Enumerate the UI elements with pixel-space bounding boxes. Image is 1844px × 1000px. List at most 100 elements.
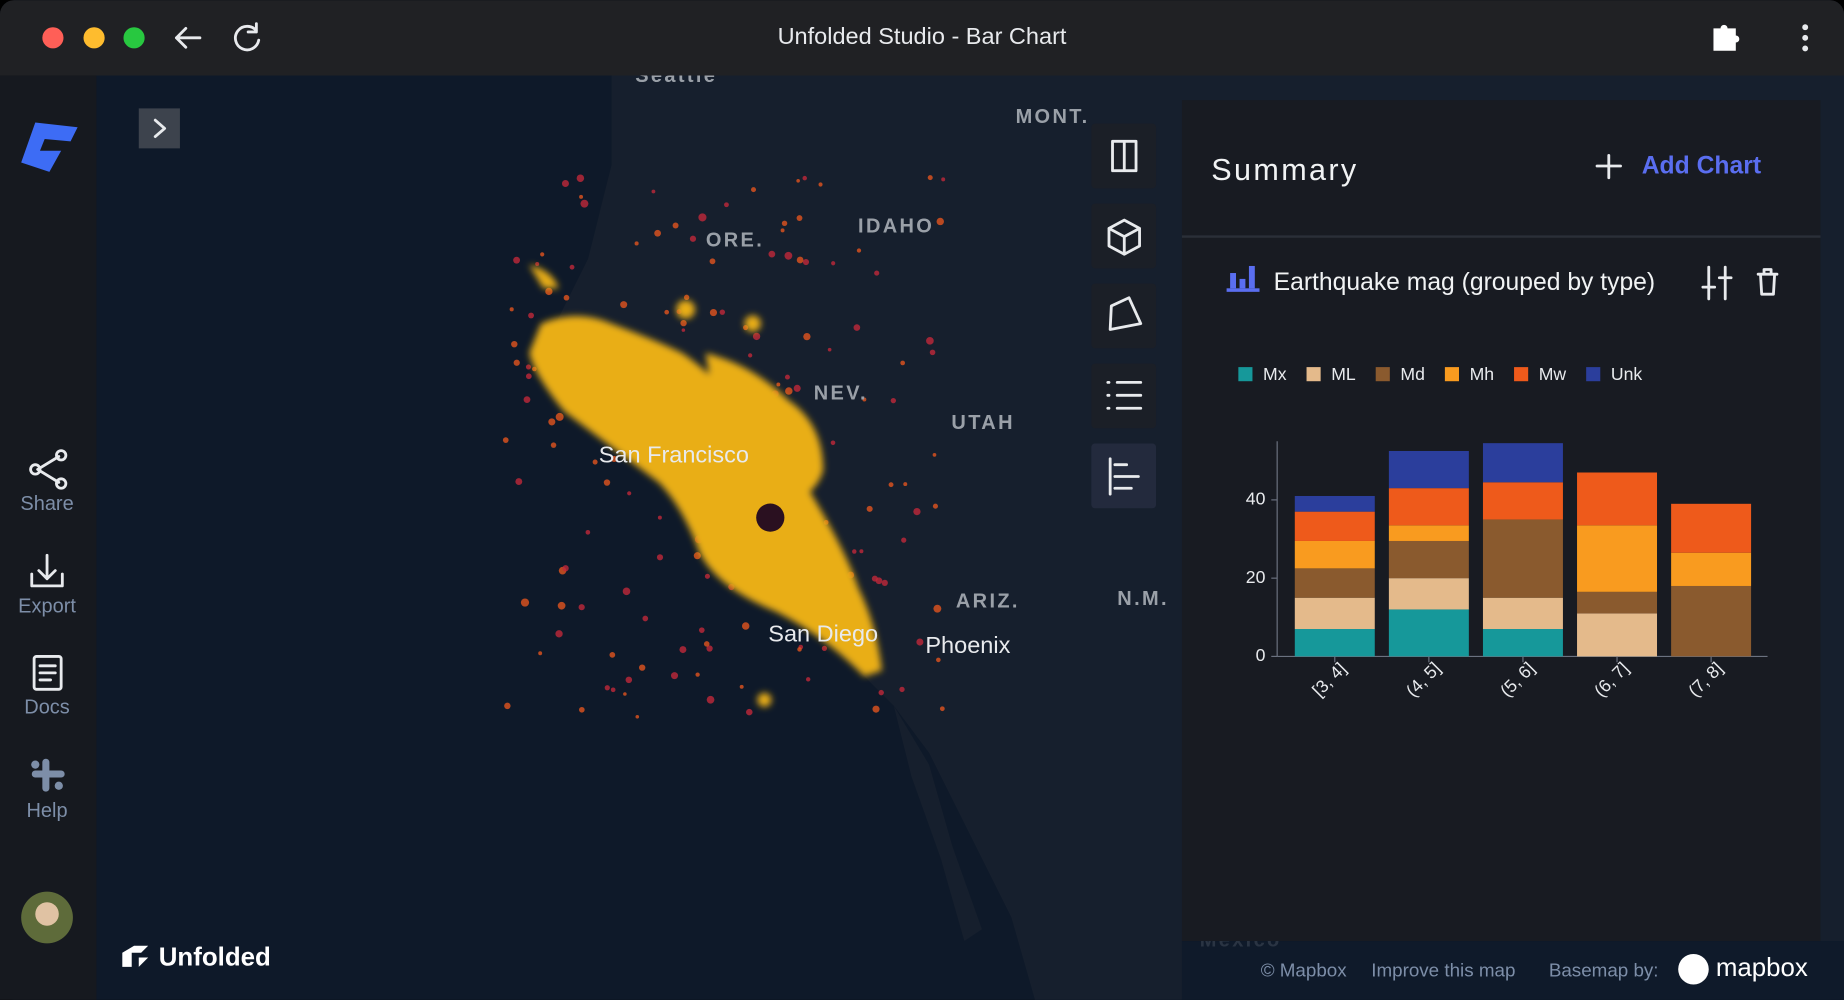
heatmap-dot <box>875 577 883 585</box>
heatmap-dot <box>901 537 907 543</box>
legend-label: Mw <box>1539 364 1567 384</box>
heatmap-dot <box>900 360 906 366</box>
heatmap-dot <box>936 217 944 226</box>
help-label: Help <box>26 800 67 822</box>
heatmap-dot <box>525 364 532 370</box>
heatmap-dot <box>672 222 679 229</box>
legend-swatch <box>1444 367 1459 382</box>
heatmap-dot <box>670 672 679 680</box>
minimize-button[interactable] <box>83 27 105 49</box>
map-toolbar <box>1091 123 1157 509</box>
docs-button[interactable]: Docs <box>24 654 70 718</box>
heatmap-dot <box>555 412 564 421</box>
polygon-icon <box>1108 296 1143 331</box>
heatmap-dot <box>793 384 801 392</box>
heatmap-dot <box>509 307 514 312</box>
heatmap-dot <box>796 178 800 183</box>
heatmap-dot <box>803 332 811 341</box>
heatmap-dot <box>550 442 557 448</box>
share-label: Share <box>20 493 73 515</box>
heatmap-dot <box>689 235 697 242</box>
heatmap-dot <box>513 359 520 366</box>
bar-segment <box>1577 472 1658 526</box>
chart-delete-button[interactable] <box>1756 268 1779 296</box>
legend-label: Mh <box>1470 364 1494 384</box>
heatmap-dot <box>604 685 610 691</box>
heatmap-dot <box>580 199 589 208</box>
heatmap-dot <box>557 601 566 610</box>
heatmap-dot <box>853 324 861 331</box>
heatmap-dot <box>830 440 836 446</box>
heatmap-dot <box>609 652 616 658</box>
heatmap-dot <box>579 194 584 199</box>
app-logo[interactable] <box>21 122 78 172</box>
mapbox-name[interactable]: mapbox <box>1716 954 1808 982</box>
legend-swatch <box>1514 367 1529 382</box>
heatmap-dot <box>520 598 530 607</box>
region-label: MONT. <box>1016 106 1090 128</box>
heatmap-dot <box>703 641 710 647</box>
city-label: San Francisco <box>599 442 749 468</box>
chart-settings-button[interactable] <box>1701 265 1733 301</box>
bar-segment <box>1577 613 1658 657</box>
add-chart-button[interactable]: Add Chart <box>1595 153 1761 180</box>
heatmap-dot <box>932 503 938 509</box>
heatmap-dot <box>796 215 803 221</box>
bar-segment <box>1577 591 1658 614</box>
extensions-button[interactable] <box>1713 24 1740 51</box>
heatmap-dot <box>680 319 687 327</box>
zoom-button[interactable] <box>123 27 145 49</box>
legend-label: ML <box>1331 364 1356 384</box>
heatmap-dot <box>859 549 864 554</box>
reload-button[interactable] <box>234 22 261 52</box>
heatmap-blob <box>529 264 559 289</box>
heatmap-dot <box>805 677 811 682</box>
sidebar <box>0 75 97 1000</box>
heatmap-dot <box>739 684 744 689</box>
help-button[interactable]: Help <box>26 758 68 822</box>
cube-icon <box>1107 218 1141 256</box>
export-button[interactable]: Export <box>18 553 76 617</box>
heatmap-dot <box>709 308 718 317</box>
back-button[interactable] <box>174 27 202 49</box>
bar-segment <box>1294 597 1375 630</box>
heatmap-dot <box>523 396 531 403</box>
bar-segment <box>1388 540 1469 579</box>
legend-label: Unk <box>1611 364 1643 384</box>
heatmap-dot <box>562 565 569 572</box>
region-label: UTAH <box>951 412 1014 434</box>
bar-segment <box>1294 511 1375 541</box>
titlebar <box>0 0 1844 76</box>
region-label: N.M. <box>1117 588 1169 610</box>
attribution-improve[interactable]: Improve this map <box>1371 960 1515 981</box>
heatmap-dot <box>642 615 649 622</box>
heatmap-dot <box>796 256 804 264</box>
heatmap-dot <box>511 340 518 348</box>
bar-segment <box>1482 519 1563 598</box>
heatmap-dot <box>862 397 867 402</box>
user-avatar-face <box>35 902 59 926</box>
draw-button[interactable] <box>1091 283 1157 349</box>
bar-segment <box>1482 597 1563 630</box>
expand-button[interactable] <box>138 108 180 149</box>
heatmap-dot <box>555 630 563 638</box>
heatmap-dot <box>933 604 942 613</box>
heatmap-dot <box>704 573 710 579</box>
heatmap-dot <box>878 689 884 696</box>
heatmap-dot <box>656 554 664 561</box>
heatmap-hole <box>756 503 785 532</box>
heatmap-dot <box>916 638 924 646</box>
menu-button[interactable] <box>1802 24 1809 52</box>
heatmap-dot <box>752 332 761 341</box>
legend-swatch <box>1238 367 1253 382</box>
close-button[interactable] <box>42 27 64 49</box>
expand-icon <box>153 118 167 139</box>
heatmap-dot <box>784 251 793 260</box>
heatmap-blob <box>676 300 696 319</box>
share-button[interactable]: Share <box>20 449 74 515</box>
heatmap-dot <box>681 328 686 332</box>
heatmap-dot <box>563 294 570 301</box>
